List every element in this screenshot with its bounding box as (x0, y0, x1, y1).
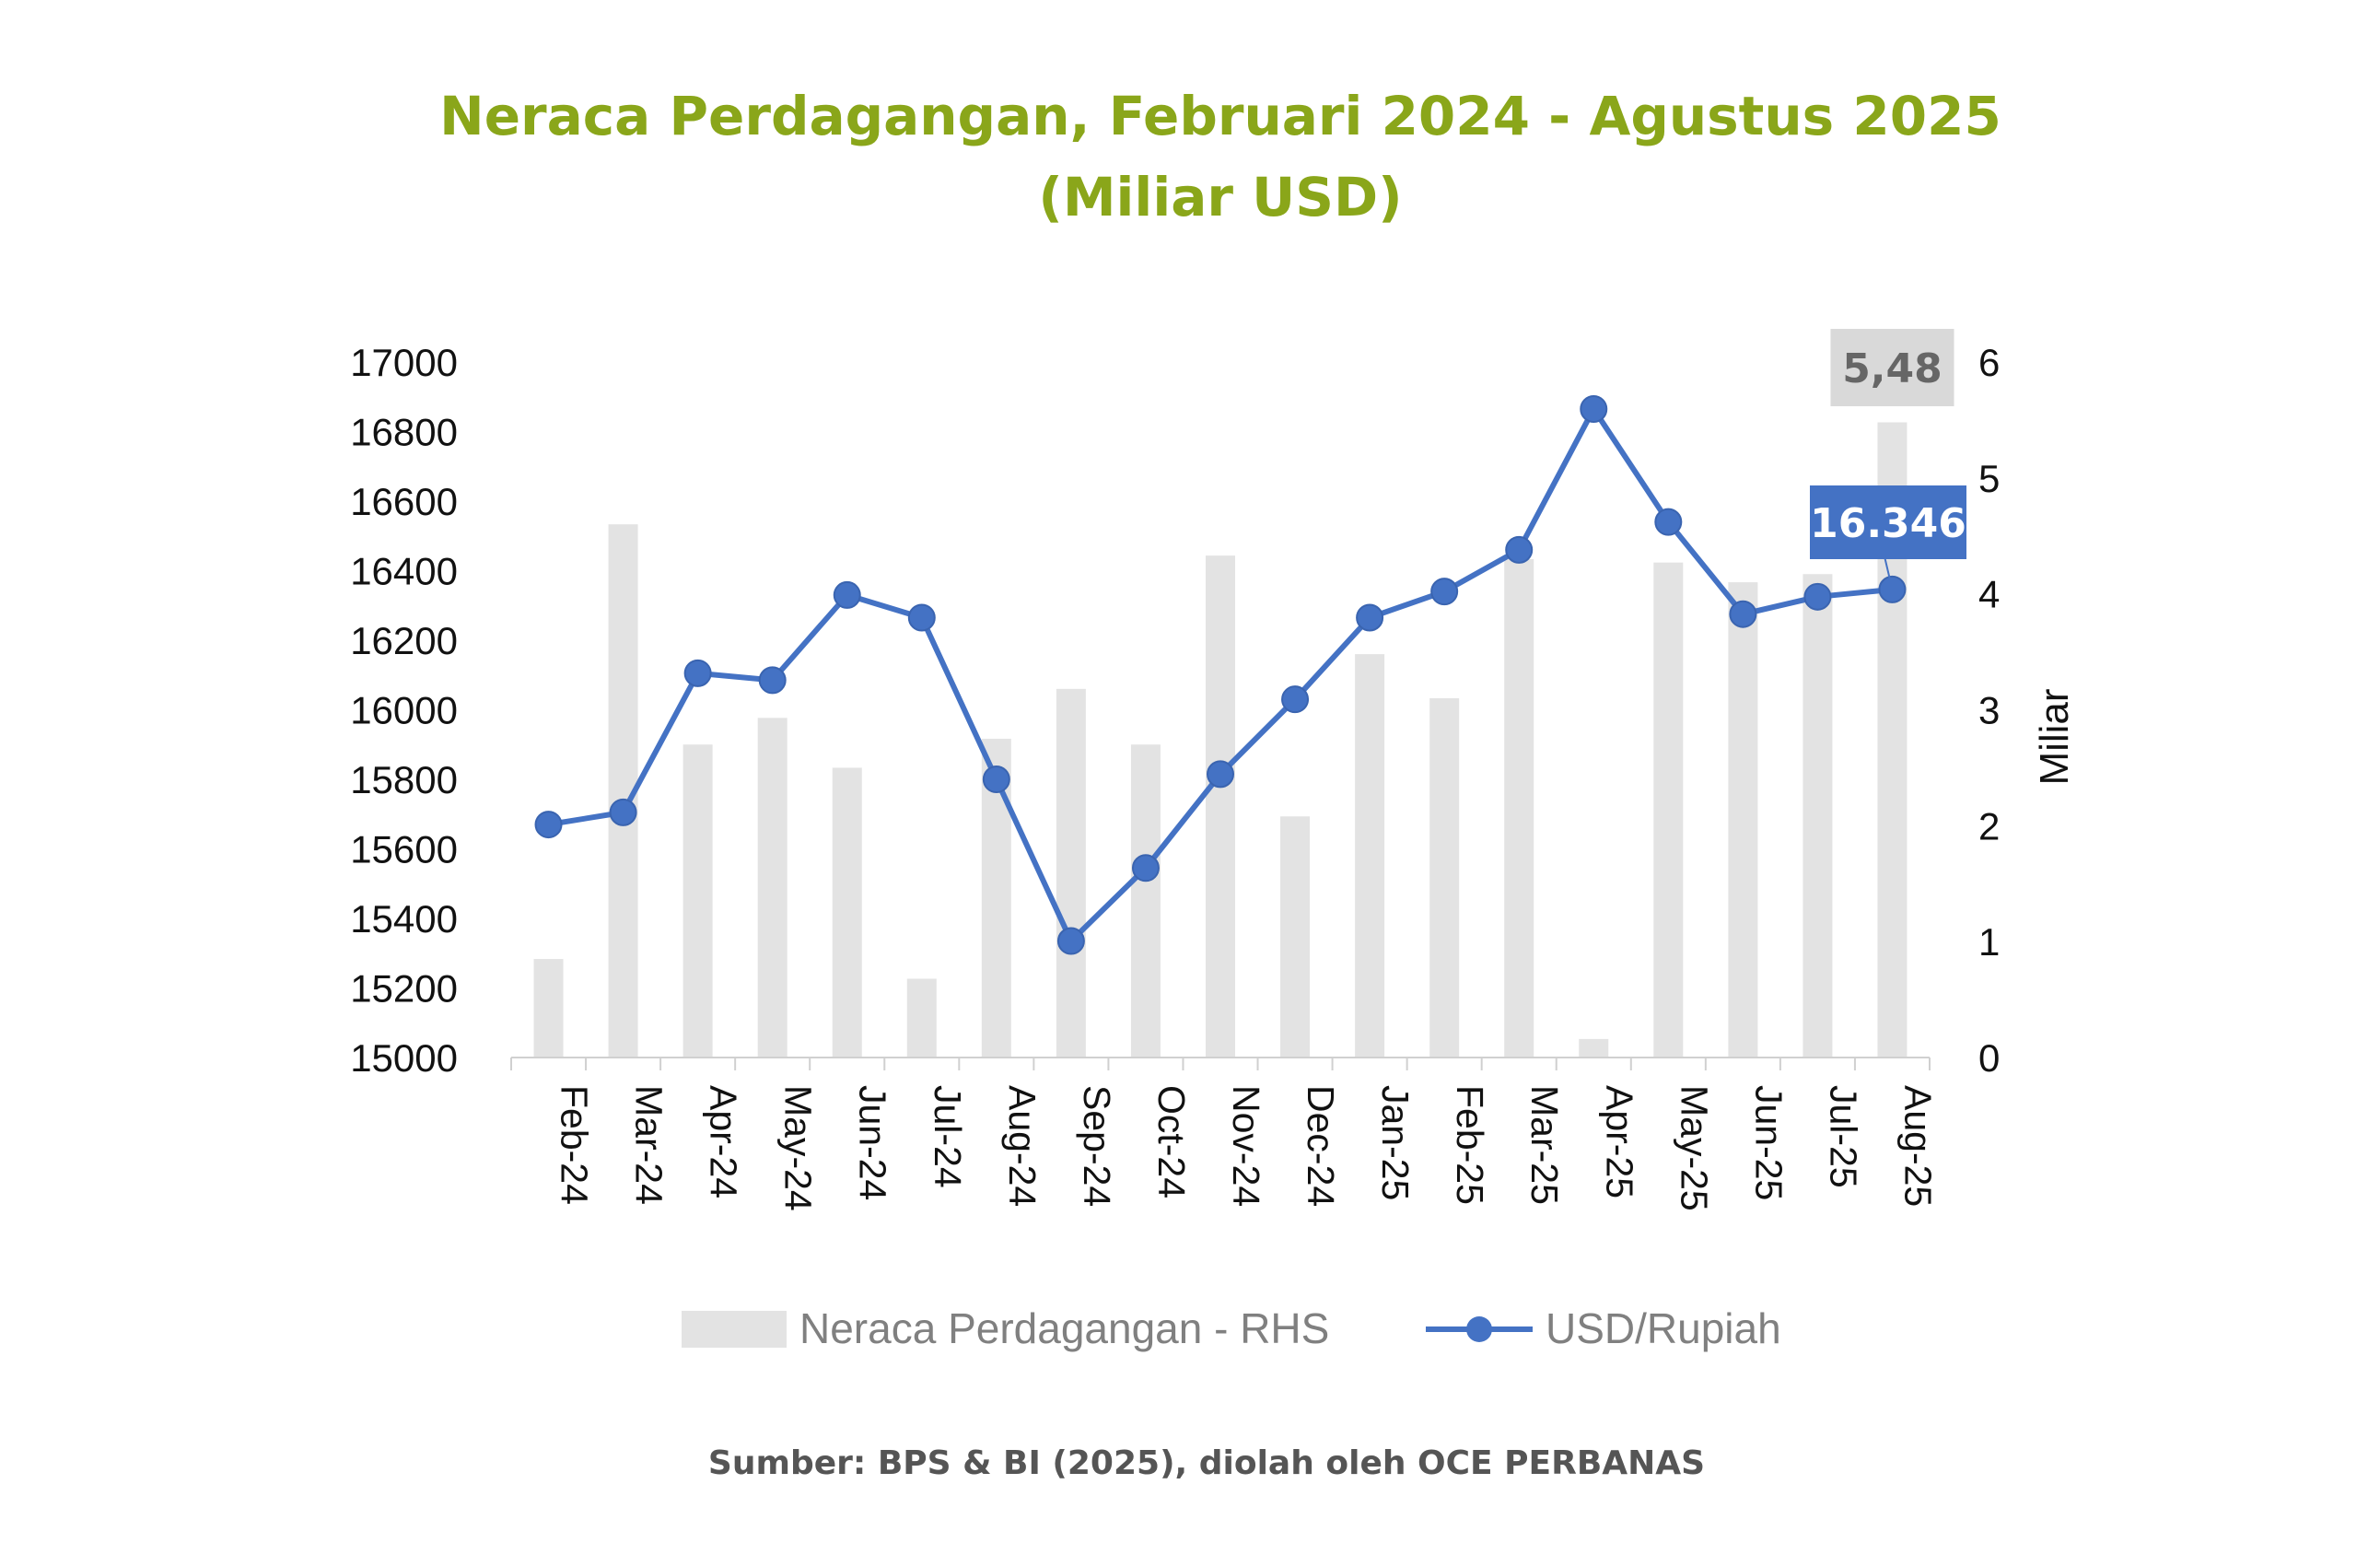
x-tick-label: Mar-25 (1523, 1085, 1566, 1205)
x-tick-label: Jun-24 (852, 1085, 894, 1200)
axes: Feb-24 Mar-24 Apr-24 May-24 Jun-24 Jul-24 Aug-… (350, 341, 2077, 1211)
left-tick-label: 15800 (350, 758, 458, 801)
x-tick-label: Aug-25 (1896, 1085, 1939, 1207)
line-point (833, 580, 861, 609)
line-value-box (1810, 485, 1966, 559)
line-point (982, 765, 1010, 793)
line-point (1131, 854, 1160, 882)
right-tick-label: 5 (1978, 457, 2000, 500)
x-tick-label: Feb-24 (554, 1085, 596, 1205)
left-tick-label: 16000 (350, 689, 458, 732)
left-tick-label: 15400 (350, 897, 458, 941)
x-tick-label: Oct-24 (1150, 1085, 1193, 1198)
left-tick-label: 15200 (350, 967, 458, 1011)
bar (1130, 744, 1161, 1058)
bar (1802, 574, 1833, 1058)
right-tick-label: 2 (1978, 804, 2000, 847)
bar (1206, 555, 1235, 1058)
bar (1579, 1038, 1609, 1058)
bar (1280, 816, 1311, 1058)
legend-bar-label: Neraca Perdagangan - RHS (799, 1304, 1329, 1352)
source-note: Sumber: BPS & BI (2025), diolah oleh OCE… (707, 1444, 1706, 1482)
x-tick-label: May-25 (1673, 1085, 1715, 1211)
chart-title: Neraca Perdagangan, Februari 2024 - Agus… (439, 85, 2001, 147)
line-point (1056, 927, 1085, 955)
left-tick-label: 16800 (350, 411, 458, 454)
left-tick-label: 15000 (350, 1036, 458, 1080)
x-tick-label: Sep-24 (1076, 1085, 1118, 1207)
left-tick-label: 16400 (350, 550, 458, 593)
line-point (1281, 685, 1310, 714)
bar-value-label: 5,48 (1842, 345, 1942, 392)
chart-title-unit: (Miliar USD) (1038, 166, 1403, 228)
right-tick-label: 4 (1978, 573, 2000, 616)
right-tick-label: 6 (1978, 341, 2000, 384)
bar (906, 978, 937, 1058)
bar (757, 718, 788, 1058)
x-tick-label: Jul-25 (1822, 1085, 1864, 1188)
line-point (1207, 760, 1234, 789)
line-point (1430, 578, 1459, 606)
bar (1653, 562, 1684, 1058)
x-tick-label: Jul-24 (927, 1085, 969, 1188)
x-tick-label: Feb-25 (1449, 1085, 1491, 1205)
annotations: 5,48 16.346 (1810, 329, 1966, 590)
bar (1728, 582, 1758, 1058)
x-tick-label: Apr-25 (1598, 1085, 1640, 1198)
line-point (1729, 600, 1757, 628)
x-tick-label: Nov-24 (1225, 1085, 1267, 1207)
x-tick-label: Jun-25 (1747, 1085, 1790, 1200)
x-tick-label: Jan-25 (1374, 1085, 1417, 1200)
x-tick-label: Apr-24 (703, 1085, 745, 1198)
bar-series (533, 422, 1908, 1058)
right-tick-label: 1 (1978, 920, 2000, 964)
line-point (1803, 582, 1832, 611)
line-point (1505, 535, 1534, 564)
line-point (907, 603, 936, 632)
bar (1504, 558, 1534, 1058)
legend: Neraca Perdagangan - RHS USD/Rupiah (682, 1304, 1781, 1352)
legend-line-label: USD/Rupiah (1546, 1304, 1781, 1352)
line-point (1654, 508, 1683, 536)
left-tick-label: 16600 (350, 480, 458, 523)
x-tick-label: Aug-24 (1001, 1085, 1044, 1207)
line-series (534, 394, 1907, 955)
legend-line-marker (1466, 1316, 1492, 1342)
bar (533, 959, 564, 1058)
line-point (534, 811, 563, 839)
bar (1056, 688, 1086, 1058)
line-point (758, 666, 787, 695)
bar (832, 767, 862, 1058)
bar (1429, 697, 1460, 1058)
left-tick-label: 15600 (350, 828, 458, 871)
right-axis-title: Miliar (2032, 688, 2077, 785)
line-point (683, 659, 712, 687)
x-tick-label: Dec-24 (1300, 1085, 1342, 1207)
line-value-label: 16.346 (1810, 500, 1966, 547)
left-tick-label: 17000 (350, 341, 458, 384)
line-value-leader (1884, 557, 1894, 590)
legend-bar-swatch (682, 1311, 787, 1348)
left-tick-label: 16200 (350, 619, 458, 662)
right-tick-label: 0 (1978, 1036, 2000, 1080)
line-point (609, 798, 637, 826)
x-tick-label: May-24 (777, 1085, 820, 1211)
bar (682, 744, 713, 1058)
bar-value-box (1830, 329, 1954, 406)
line-point (1580, 394, 1608, 423)
line-point (1356, 603, 1384, 632)
bar (1355, 654, 1385, 1058)
right-tick-label: 3 (1978, 689, 2000, 732)
x-tick-label: Mar-24 (628, 1085, 671, 1205)
